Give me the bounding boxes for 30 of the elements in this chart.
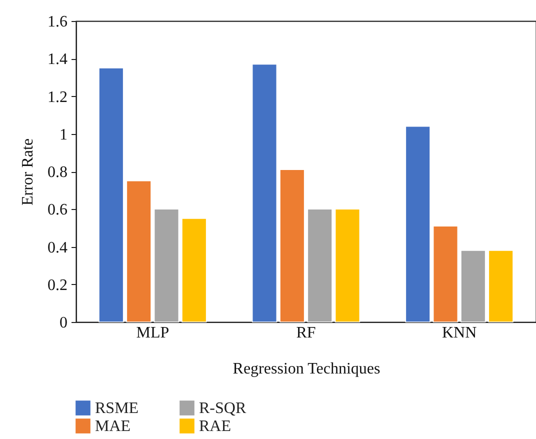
bar — [126, 180, 152, 322]
bar — [460, 250, 486, 322]
legend-label: R-SQR — [199, 400, 246, 417]
bar — [98, 68, 124, 322]
legend-label: RSME — [95, 400, 139, 417]
y-tick-label: 1.4 — [48, 51, 68, 68]
bar — [252, 64, 278, 322]
bar — [182, 218, 207, 322]
x-axis-title: Regression Techniques — [232, 360, 380, 378]
y-tick-label: 1.2 — [48, 88, 68, 106]
bar — [432, 226, 458, 322]
bar — [405, 126, 430, 322]
y-tick-label: 1 — [60, 126, 68, 144]
x-tick-label: KNN — [442, 324, 478, 342]
y-axis-title: Error Rate — [20, 138, 36, 206]
bar — [334, 208, 360, 322]
x-tick-label: MLP — [136, 324, 170, 342]
y-tick-label: 0.4 — [48, 239, 68, 256]
legend-label: RAE — [199, 418, 231, 435]
bar — [488, 250, 514, 322]
bar — [307, 208, 332, 322]
legend-label: MAE — [95, 418, 131, 435]
bar — [280, 169, 305, 322]
y-tick-label: 0.2 — [48, 276, 68, 294]
x-tick-label: RF — [296, 324, 316, 342]
y-tick-label: 0 — [60, 314, 68, 332]
y-tick-label: 0.8 — [48, 164, 68, 181]
y-tick-label: 0.6 — [48, 202, 68, 219]
y-tick-label: 1.6 — [48, 14, 68, 30]
bar — [154, 208, 180, 322]
